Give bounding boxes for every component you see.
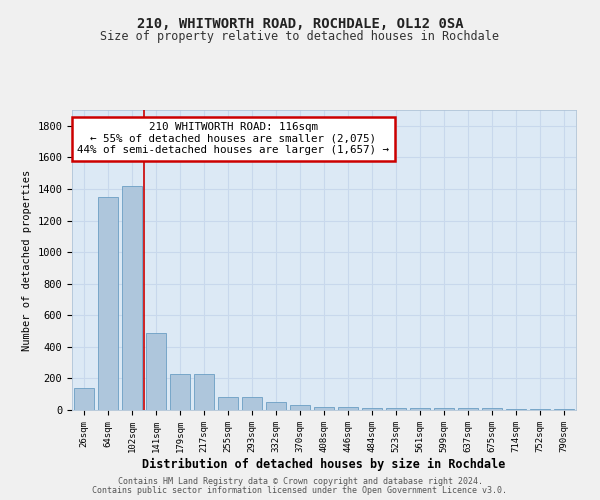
Bar <box>506 409 526 410</box>
Bar <box>74 388 94 410</box>
Bar <box>482 408 502 410</box>
Bar <box>314 407 334 410</box>
Bar <box>362 408 382 410</box>
Bar <box>218 396 238 410</box>
Bar <box>194 374 214 410</box>
Bar <box>122 186 142 410</box>
Text: 210, WHITWORTH ROAD, ROCHDALE, OL12 0SA: 210, WHITWORTH ROAD, ROCHDALE, OL12 0SA <box>137 18 463 32</box>
Bar <box>266 402 286 410</box>
Bar <box>242 396 262 410</box>
Text: Size of property relative to detached houses in Rochdale: Size of property relative to detached ho… <box>101 30 499 43</box>
Bar <box>458 408 478 410</box>
Bar <box>410 408 430 410</box>
Bar <box>530 409 550 410</box>
Text: 210 WHITWORTH ROAD: 116sqm
← 55% of detached houses are smaller (2,075)
44% of s: 210 WHITWORTH ROAD: 116sqm ← 55% of deta… <box>77 122 389 155</box>
Bar <box>98 197 118 410</box>
X-axis label: Distribution of detached houses by size in Rochdale: Distribution of detached houses by size … <box>142 458 506 470</box>
Bar <box>386 408 406 410</box>
Bar <box>554 409 574 410</box>
Bar <box>434 408 454 410</box>
Bar <box>146 332 166 410</box>
Bar <box>290 406 310 410</box>
Bar <box>170 374 190 410</box>
Text: Contains HM Land Registry data © Crown copyright and database right 2024.: Contains HM Land Registry data © Crown c… <box>118 477 482 486</box>
Bar <box>338 407 358 410</box>
Text: Contains public sector information licensed under the Open Government Licence v3: Contains public sector information licen… <box>92 486 508 495</box>
Y-axis label: Number of detached properties: Number of detached properties <box>22 170 32 350</box>
